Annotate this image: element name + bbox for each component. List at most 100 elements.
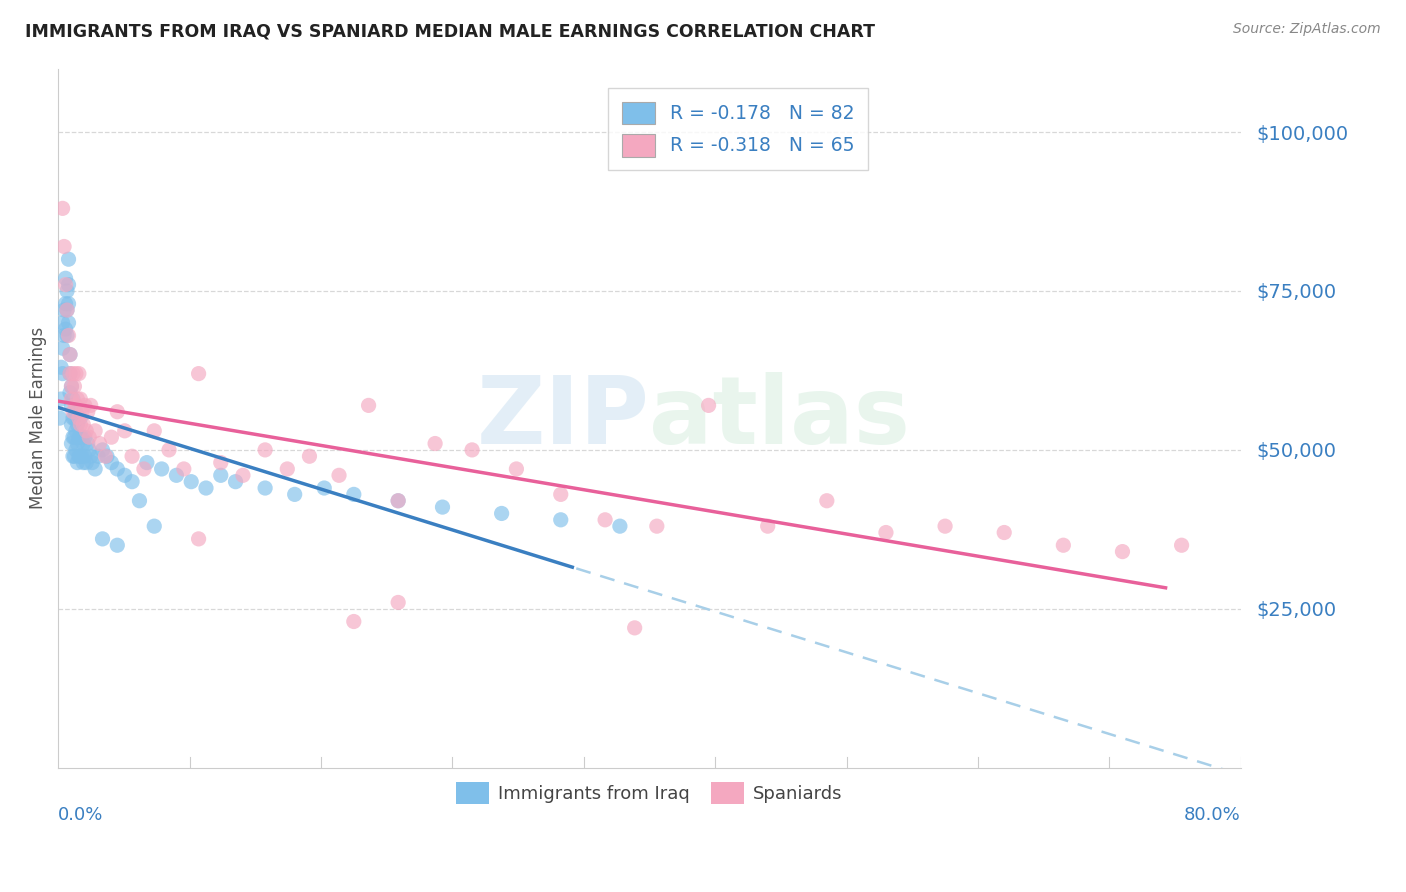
Point	[105, 538, 128, 552]
Point	[56, 328, 79, 343]
Point	[67, 430, 90, 444]
Text: 0.0%: 0.0%	[58, 806, 104, 824]
Point	[55, 322, 77, 336]
Point	[128, 493, 150, 508]
Point	[135, 456, 157, 470]
Point	[157, 442, 180, 457]
Point	[114, 468, 136, 483]
Point	[62, 449, 84, 463]
Point	[298, 449, 321, 463]
Point	[62, 405, 84, 419]
Point	[225, 475, 247, 489]
Point	[53, 239, 76, 253]
Point	[89, 436, 111, 450]
Point	[91, 442, 114, 457]
Point	[756, 519, 779, 533]
Point	[56, 303, 79, 318]
Point	[209, 468, 232, 483]
Point	[62, 367, 84, 381]
Point	[56, 303, 79, 318]
Point	[132, 462, 155, 476]
Point	[72, 456, 94, 470]
Point	[77, 430, 100, 444]
Point	[69, 392, 91, 406]
Point	[550, 487, 572, 501]
Point	[63, 430, 86, 444]
Point	[121, 475, 143, 489]
Point	[505, 462, 527, 476]
Point	[1052, 538, 1074, 552]
Text: ZIP: ZIP	[477, 372, 650, 464]
Point	[52, 202, 75, 216]
Point	[387, 595, 409, 609]
Point	[67, 411, 90, 425]
Text: Source: ZipAtlas.com: Source: ZipAtlas.com	[1233, 22, 1381, 37]
Point	[72, 417, 94, 432]
Point	[357, 398, 380, 412]
Point	[423, 436, 446, 450]
Point	[387, 493, 409, 508]
Point	[75, 456, 97, 470]
Point	[53, 303, 76, 318]
Point	[934, 519, 956, 533]
Point	[100, 430, 122, 444]
Point	[65, 398, 87, 412]
Point	[80, 398, 103, 412]
Point	[66, 392, 89, 406]
Point	[623, 621, 645, 635]
Point	[58, 296, 80, 310]
Point	[91, 532, 114, 546]
Point	[59, 347, 82, 361]
Point	[328, 468, 350, 483]
Point	[59, 347, 82, 361]
Point	[254, 481, 277, 495]
Point	[105, 405, 128, 419]
Point	[645, 519, 668, 533]
Point	[63, 379, 86, 393]
Point	[67, 367, 90, 381]
Point	[60, 379, 83, 393]
Point	[94, 449, 117, 463]
Text: IMMIGRANTS FROM IRAQ VS SPANIARD MEDIAN MALE EARNINGS CORRELATION CHART: IMMIGRANTS FROM IRAQ VS SPANIARD MEDIAN …	[25, 22, 876, 40]
Point	[58, 328, 80, 343]
Point	[150, 462, 173, 476]
Point	[432, 500, 454, 514]
Point	[609, 519, 631, 533]
Point	[63, 449, 86, 463]
Point	[65, 442, 87, 457]
Point	[284, 487, 307, 501]
Point	[60, 392, 83, 406]
Point	[73, 449, 96, 463]
Point	[59, 385, 82, 400]
Point	[67, 449, 90, 463]
Y-axis label: Median Male Earnings: Median Male Earnings	[30, 327, 46, 509]
Point	[59, 367, 82, 381]
Point	[55, 277, 77, 292]
Point	[62, 430, 84, 444]
Point	[593, 513, 616, 527]
Point	[58, 316, 80, 330]
Point	[65, 424, 87, 438]
Point	[96, 449, 118, 463]
Point	[314, 481, 336, 495]
Point	[48, 411, 70, 425]
Point	[491, 507, 513, 521]
Point	[187, 532, 209, 546]
Point	[60, 436, 83, 450]
Point	[84, 462, 107, 476]
Point	[77, 442, 100, 457]
Point	[55, 271, 77, 285]
Point	[58, 277, 80, 292]
Point	[73, 398, 96, 412]
Point	[65, 405, 87, 419]
Point	[209, 456, 232, 470]
Point	[69, 411, 91, 425]
Point	[387, 493, 409, 508]
Point	[62, 411, 84, 425]
Point	[461, 442, 484, 457]
Point	[165, 468, 187, 483]
Point	[343, 615, 366, 629]
Point	[80, 449, 103, 463]
Point	[55, 296, 77, 310]
Point	[73, 430, 96, 444]
